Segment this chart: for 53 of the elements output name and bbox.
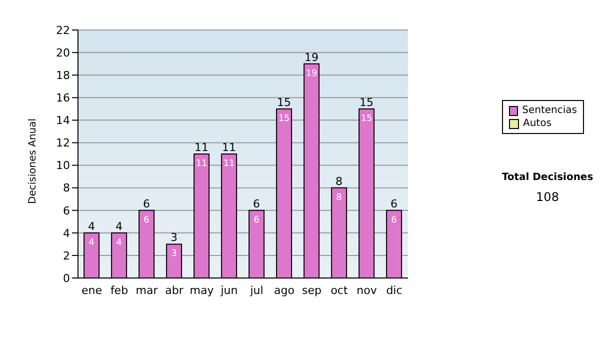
data-label: 15 bbox=[360, 114, 372, 124]
total-label: 4 bbox=[116, 220, 123, 233]
legend-label: Autos bbox=[523, 117, 552, 130]
total-label: 3 bbox=[170, 231, 178, 244]
x-tick-label: jun bbox=[220, 284, 238, 297]
y-tick-label: 2 bbox=[63, 249, 70, 262]
total-label: 8 bbox=[336, 174, 343, 188]
total-label: 6 bbox=[390, 197, 398, 210]
y-tick-label: 20 bbox=[56, 46, 70, 60]
x-tick-label: feb bbox=[110, 284, 128, 297]
text: 108 bbox=[535, 190, 560, 204]
total-label: 4 bbox=[88, 220, 96, 233]
data-label: 8 bbox=[336, 192, 342, 203]
text: Total Decisiones bbox=[500, 172, 594, 183]
x-tick-label: abr bbox=[165, 284, 184, 297]
y-tick-label: 22 bbox=[56, 24, 70, 37]
data-label: 4 bbox=[88, 238, 95, 248]
data-label: 6 bbox=[254, 215, 260, 226]
x-tick-label: nov bbox=[356, 284, 378, 297]
x-tick-label: oct bbox=[330, 284, 348, 297]
data-label: 4 bbox=[116, 238, 122, 248]
x-tick-label: may bbox=[190, 284, 214, 297]
x-tick-label: ago bbox=[274, 284, 295, 297]
data-label: 6 bbox=[144, 215, 150, 226]
y-tick-label: 16 bbox=[56, 92, 70, 105]
y-tick-label: 8 bbox=[63, 182, 70, 195]
legend-label: Sentencias bbox=[522, 104, 577, 117]
total-label: 15 bbox=[360, 96, 374, 109]
y-tick-label: 18 bbox=[56, 68, 70, 82]
data-label: 15 bbox=[278, 114, 290, 124]
y-tick-label: 14 bbox=[56, 114, 70, 128]
total-label: 11 bbox=[222, 141, 236, 154]
x-tick-label: jul bbox=[249, 284, 264, 297]
total-label: 11 bbox=[194, 141, 209, 154]
total-label: 15 bbox=[277, 96, 292, 109]
x-tick-label: mar bbox=[136, 284, 158, 297]
data-label: 6 bbox=[391, 215, 398, 226]
y-tick-label: 12 bbox=[56, 136, 70, 150]
data-label: 11 bbox=[196, 159, 208, 169]
x-tick-label: sep bbox=[302, 284, 322, 297]
total-label: 6 bbox=[253, 197, 260, 210]
data-label: 11 bbox=[223, 159, 235, 169]
total-label: 6 bbox=[143, 197, 150, 210]
y-axis-title: Decisiones Anual bbox=[28, 118, 39, 204]
y-tick-label: 4 bbox=[63, 226, 70, 240]
data-label: 3 bbox=[171, 249, 177, 260]
data-label: 19 bbox=[306, 68, 318, 79]
y-tick-label: 10 bbox=[56, 159, 70, 172]
y-tick-label: 0 bbox=[63, 272, 70, 285]
x-tick-label: dic bbox=[386, 284, 402, 297]
total-label: 19 bbox=[304, 50, 319, 64]
y-tick-label: 6 bbox=[63, 204, 70, 218]
x-tick-label: ene bbox=[81, 284, 102, 297]
